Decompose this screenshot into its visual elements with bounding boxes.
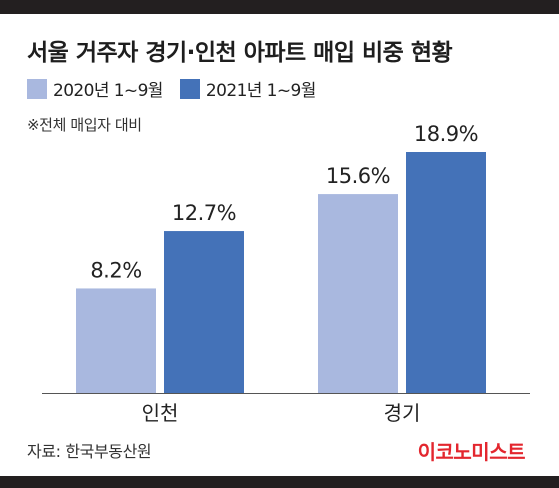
data-label-incheon-2021: 12.7%	[172, 201, 236, 225]
data-label-gyeonggi-2021: 18.9%	[414, 122, 478, 146]
bar-incheon-2020	[76, 288, 156, 393]
legend-label-2021: 2021년 1~9월	[205, 81, 316, 101]
chart-note: ※전체 매입자 대비	[27, 116, 142, 134]
legend: 2020년 1~9월 2021년 1~9월	[27, 76, 328, 101]
source-note: 자료: 한국부동산원	[27, 442, 152, 461]
data-label-gyeonggi-2020: 15.6%	[326, 164, 390, 188]
legend-label-2020: 2020년 1~9월	[53, 81, 163, 101]
bar-gyeonggi-2020	[318, 194, 398, 393]
bottom-frame-bar	[0, 476, 559, 488]
legend-swatch-2021	[179, 78, 200, 99]
chart-title: 서울 거주자 경기·인천 아파트 매입 비중 현황	[27, 40, 453, 66]
legend-swatch-2020	[27, 78, 47, 99]
bar-incheon-2021	[164, 231, 244, 393]
category-label-gyeonggi: 경기	[384, 401, 421, 425]
data-label-incheon-2020: 8.2%	[90, 258, 141, 282]
bar-gyeonggi-2021	[406, 152, 486, 393]
legend-item-2021: 2021년 1~9월	[179, 76, 316, 101]
top-frame-bar	[0, 0, 559, 14]
brand-logo-text: 이코노미스트	[417, 440, 526, 464]
legend-item-2020: 2020년 1~9월	[27, 76, 163, 101]
category-label-incheon: 인천	[142, 401, 179, 425]
